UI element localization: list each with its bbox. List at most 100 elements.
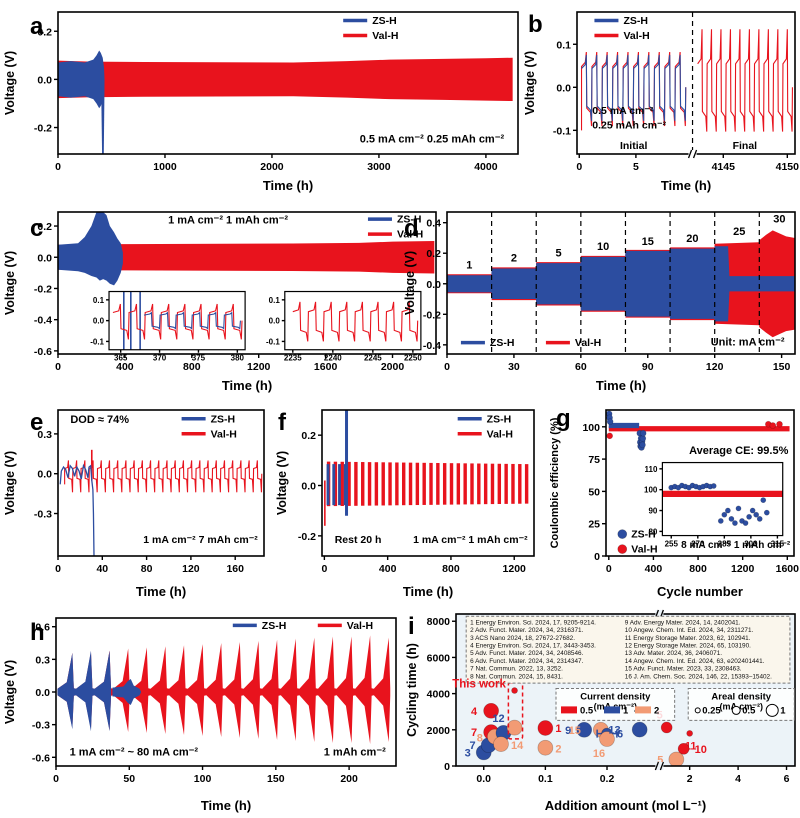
svg-text:800: 800 [689,563,707,575]
svg-text:ZS-H: ZS-H [631,529,656,541]
panel-e-plot: 0 40 80 120 160 0.3 0.0 -0.3 DOD ≈ 74% 1 mA cm⁻² … [3,409,265,599]
svg-text:1 mA cm⁻² 1 mAh cm⁻²: 1 mA cm⁻² 1 mAh cm⁻² [413,534,528,546]
svg-text:Val-H: Val-H [487,428,513,440]
svg-text:75: 75 [588,454,600,466]
panel-d-label: d [404,215,419,242]
panel-i-yaxis-label: Cycling time (h) [405,643,419,737]
svg-text:6: 6 [784,773,790,785]
svg-text:13: 13 [608,725,620,737]
svg-text:10: 10 [597,241,609,253]
svg-text:7: 7 [471,727,477,739]
svg-text:0: 0 [576,161,582,173]
svg-text:150: 150 [267,773,285,785]
svg-text:8 Nat. Commun. 2024, 15, 8431.: 8 Nat. Commun. 2024, 15, 8431. [470,673,563,680]
svg-text:1: 1 [466,259,472,271]
svg-text:110: 110 [644,465,657,474]
svg-text:0.0: 0.0 [556,82,571,94]
svg-text:1000: 1000 [153,161,177,173]
svg-text:ZS-H: ZS-H [262,620,287,632]
svg-text:0: 0 [55,563,61,575]
panel-a-label: a [30,13,44,40]
svg-text:Val-H: Val-H [372,30,398,42]
svg-text:800: 800 [183,361,201,373]
svg-text:0.2: 0.2 [426,248,441,260]
panel-h-plot: 0 50 100 150 200 0.6 0.3 0.0 -0.3 -0.6 1 mA cm⁻² ~… [3,617,397,813]
svg-text:2: 2 [654,705,659,716]
svg-text:5 Adv. Funct. Mater. 2024, 34,: 5 Adv. Funct. Mater. 2024, 34, 2408546. [470,650,583,657]
svg-text:0.25: 0.25 [702,705,721,716]
svg-text:11: 11 [685,740,697,752]
svg-text:1200: 1200 [247,361,271,373]
svg-text:15: 15 [642,236,654,248]
svg-text:200: 200 [340,773,358,785]
panel-a-yaxis-label: Voltage (V) [3,51,17,115]
svg-text:120: 120 [182,563,200,575]
svg-text:0.0: 0.0 [93,317,105,326]
svg-text:3 ACS Nano 2024, 18, 27672-276: 3 ACS Nano 2024, 18, 27672-27682. [470,635,575,642]
svg-text:1: 1 [780,705,786,716]
svg-text:ZS-H: ZS-H [487,413,512,425]
panel-e-xaxis-label: Time (h) [136,584,186,599]
svg-text:0.0: 0.0 [269,317,281,326]
svg-text:2: 2 [687,773,693,785]
svg-text:0.2: 0.2 [37,26,52,38]
svg-text:0.0: 0.0 [37,252,52,264]
svg-text:8 mA cm⁻² 1 mAh cm⁻²: 8 mA cm⁻² 1 mAh cm⁻² [681,540,791,551]
svg-text:20: 20 [686,233,698,245]
svg-text:5: 5 [555,247,561,259]
svg-text:15: 15 [569,725,581,737]
svg-text:Rest 20 h: Rest 20 h [335,534,382,546]
svg-text:Val-H: Val-H [211,428,237,440]
svg-text:8: 8 [477,733,483,745]
svg-text:1 mAh cm⁻²: 1 mAh cm⁻² [324,747,386,759]
svg-text:Val-H: Val-H [623,30,649,42]
svg-text:0: 0 [444,761,450,773]
panel-h-yaxis-label: Voltage (V) [3,660,17,724]
svg-text:4: 4 [735,773,741,785]
svg-text:0.3: 0.3 [35,654,50,666]
svg-text:4: 4 [471,706,478,718]
svg-text:370: 370 [153,354,167,363]
panel-c-yaxis-label: Voltage (V) [3,251,17,315]
panel-a-xaxis-label: Time (h) [263,178,313,193]
panel-a-plot: 0 1000 2000 3000 4000 0.2 0.0 -0.2 0.5 mA cm⁻² 0… [3,11,519,193]
svg-text:1200: 1200 [503,563,527,575]
svg-text:1: 1 [623,705,629,716]
svg-text:2240: 2240 [324,354,342,363]
svg-text:5: 5 [657,754,663,766]
svg-text:2 Adv. Funct. Mater. 2024, 34,: 2 Adv. Funct. Mater. 2024, 34, 2316371. [470,627,583,634]
svg-text:100: 100 [644,486,658,495]
svg-text:4000: 4000 [474,161,498,173]
svg-text:Areal density: Areal density [711,691,771,702]
data-point-11 [686,730,694,737]
svg-text:3: 3 [465,747,471,759]
svg-text:2000: 2000 [381,361,405,373]
data-point-9 [576,721,593,738]
data-point-13 [631,721,648,738]
svg-text:0.1: 0.1 [556,39,571,51]
panel-b-label: b [528,11,543,38]
svg-text:0.0: 0.0 [301,481,316,493]
svg-text:ZS-H: ZS-H [623,15,648,27]
svg-text:-0.6: -0.6 [32,752,50,764]
svg-text:0.5: 0.5 [742,705,756,716]
svg-text:-0.2: -0.2 [423,309,441,321]
svg-text:2000: 2000 [427,725,451,737]
svg-text:7: 7 [470,740,476,752]
svg-text:380: 380 [231,354,245,363]
svg-text:0.0: 0.0 [35,687,50,699]
svg-text:12 Energy Storage Mater. 2024,: 12 Energy Storage Mater. 2024, 65, 10319… [625,642,751,649]
svg-text:30: 30 [773,214,785,226]
svg-text:0: 0 [594,551,600,563]
svg-text:0: 0 [321,563,327,575]
svg-text:0: 0 [606,563,612,575]
data-point-4 [483,702,499,719]
svg-text:1200: 1200 [731,563,755,575]
svg-text:4000: 4000 [427,689,451,701]
svg-text:40: 40 [96,563,108,575]
svg-text:800: 800 [442,563,460,575]
panel-f-xaxis-label: Time (h) [403,584,453,599]
svg-text:100: 100 [194,773,212,785]
panel-c-plot: 0 400 800 1200 1600 2000 0.2 0.0 -0.2 -0.4 -0.6 1 m… [3,211,437,393]
svg-text:7 Nat. Commun. 2022, 13, 3252.: 7 Nat. Commun. 2022, 13, 3252. [470,666,563,673]
